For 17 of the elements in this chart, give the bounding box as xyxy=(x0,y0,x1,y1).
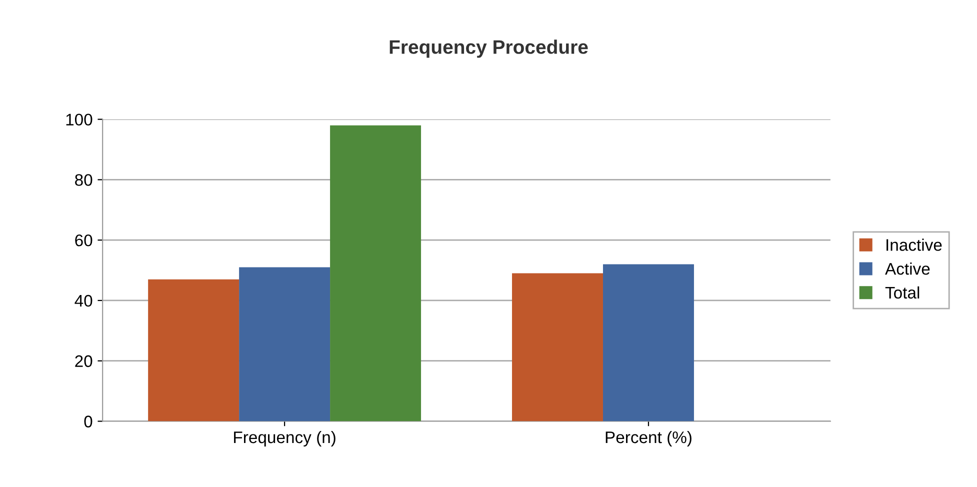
bar xyxy=(148,279,240,422)
bar xyxy=(512,273,603,422)
y-tick-label: 20 xyxy=(75,355,92,368)
legend-label: Total xyxy=(885,286,920,299)
x-tick-label: Frequency (n) xyxy=(234,430,336,447)
bar xyxy=(602,264,694,422)
chart-title: Frequency Procedure xyxy=(390,40,588,58)
legend-label: Active xyxy=(885,262,930,275)
bar xyxy=(239,267,330,422)
y-tick-label: 40 xyxy=(74,294,92,307)
y-tick-label: 0 xyxy=(84,416,92,428)
y-tick-label: 60 xyxy=(75,234,92,246)
y-tick-label: 80 xyxy=(75,174,92,186)
bar xyxy=(330,125,422,422)
legend-label: Inactive xyxy=(886,238,942,251)
x-tick-label: Percent (%) xyxy=(606,430,692,447)
y-tick-label: 100 xyxy=(66,114,92,126)
